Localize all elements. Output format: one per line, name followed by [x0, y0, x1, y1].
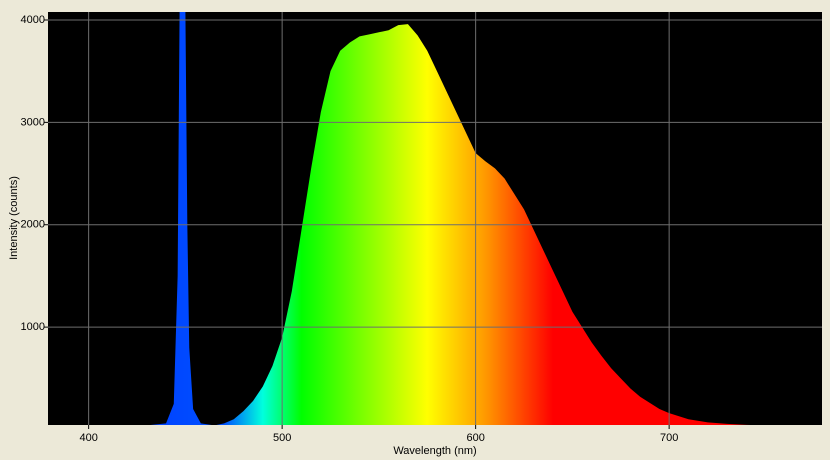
x-tick-label: 700 [660, 432, 678, 444]
x-tick-label: 500 [273, 432, 291, 444]
y-axis-title: Intensity (counts) [8, 176, 20, 260]
y-tick-label: 4000 [21, 14, 45, 26]
y-tick-label: 1000 [21, 321, 45, 333]
spectrum-area [48, 12, 822, 425]
y-tick-label: 3000 [21, 116, 45, 128]
y-tick-label: 2000 [21, 219, 45, 231]
x-tick-label: 400 [79, 432, 97, 444]
x-axis-title: Wavelength (nm) [393, 445, 476, 457]
x-tick-label: 600 [466, 432, 484, 444]
